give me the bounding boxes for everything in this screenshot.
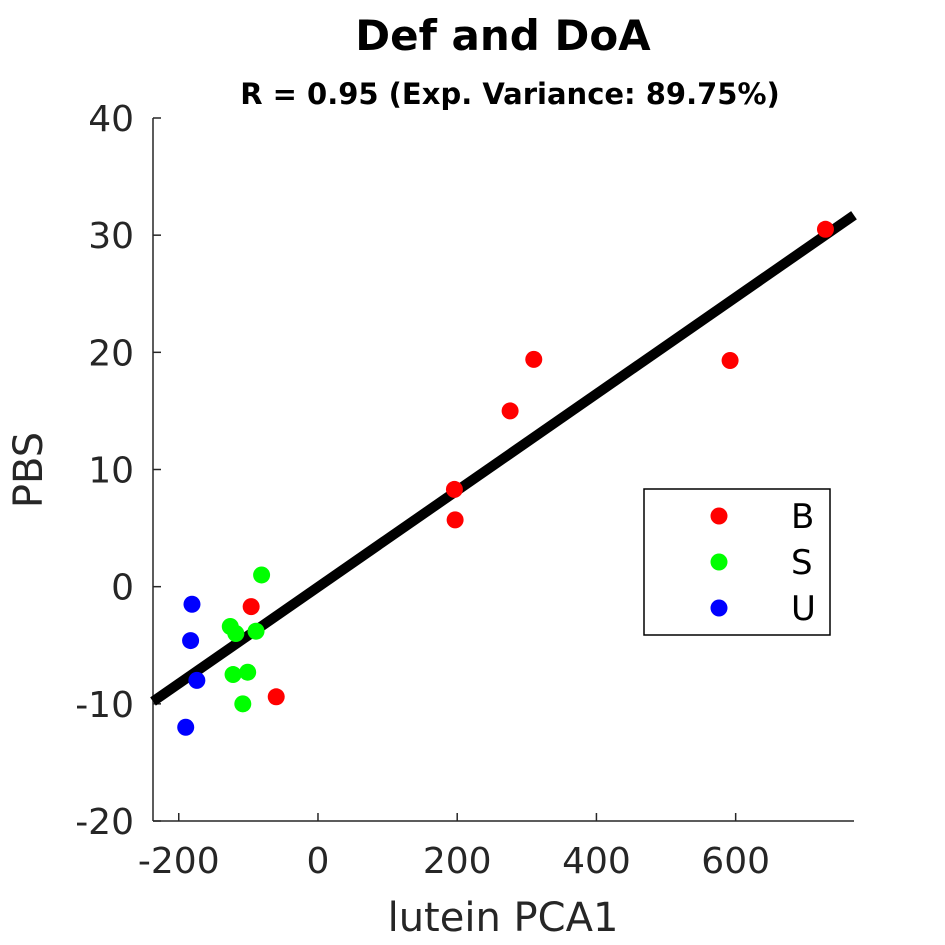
x-tick-label: 0 <box>307 841 330 882</box>
y-tick-label: 30 <box>88 216 134 257</box>
legend-marker-b <box>710 507 728 525</box>
chart-title: Def and DoA <box>355 11 651 60</box>
data-point-b <box>525 350 543 368</box>
axes: -200 0 200 400 600 -20 -10 0 10 20 30 40 <box>75 99 854 882</box>
legend-label-u: U <box>791 589 816 629</box>
data-point-b <box>242 598 260 616</box>
data-points <box>177 220 834 736</box>
y-tick-label: 0 <box>111 568 134 609</box>
data-point-u <box>182 632 200 650</box>
data-point-s <box>253 566 271 584</box>
legend-label-b: B <box>791 497 814 537</box>
data-point-b <box>816 220 834 238</box>
data-point-u <box>177 718 195 736</box>
x-tick-label: -200 <box>138 841 220 882</box>
x-tick-label: 400 <box>562 841 631 882</box>
data-point-u <box>183 595 201 613</box>
data-point-b <box>267 688 285 706</box>
y-tick-label: 40 <box>88 99 134 140</box>
data-point-s <box>247 622 265 640</box>
data-point-s <box>239 663 257 681</box>
data-point-s <box>234 695 252 713</box>
chart-subtitle: R = 0.95 (Exp. Variance: 89.75%) <box>240 77 780 111</box>
legend-marker-u <box>710 599 728 617</box>
y-axis-label: PBS <box>6 432 52 508</box>
y-tick-label: 20 <box>88 333 134 374</box>
fit-line <box>150 211 857 706</box>
y-tick-label: -10 <box>75 685 134 726</box>
legend: BSU <box>643 488 831 636</box>
data-point-u <box>188 671 206 689</box>
x-tick-label: 600 <box>701 841 770 882</box>
fit-line-group <box>150 211 857 706</box>
y-tick-label: -20 <box>75 802 134 843</box>
legend-marker-s <box>710 553 728 571</box>
x-axis-label: lutein PCA1 <box>388 895 619 941</box>
data-point-b <box>501 402 519 420</box>
legend-label-s: S <box>791 543 813 583</box>
x-tick-label: 200 <box>423 841 492 882</box>
data-point-s <box>227 625 245 643</box>
y-tick-label: 10 <box>88 451 134 492</box>
data-point-b <box>446 511 464 529</box>
legend-box <box>643 488 831 636</box>
data-point-b <box>721 352 739 370</box>
data-point-s <box>224 666 242 684</box>
data-point-b <box>445 480 463 498</box>
